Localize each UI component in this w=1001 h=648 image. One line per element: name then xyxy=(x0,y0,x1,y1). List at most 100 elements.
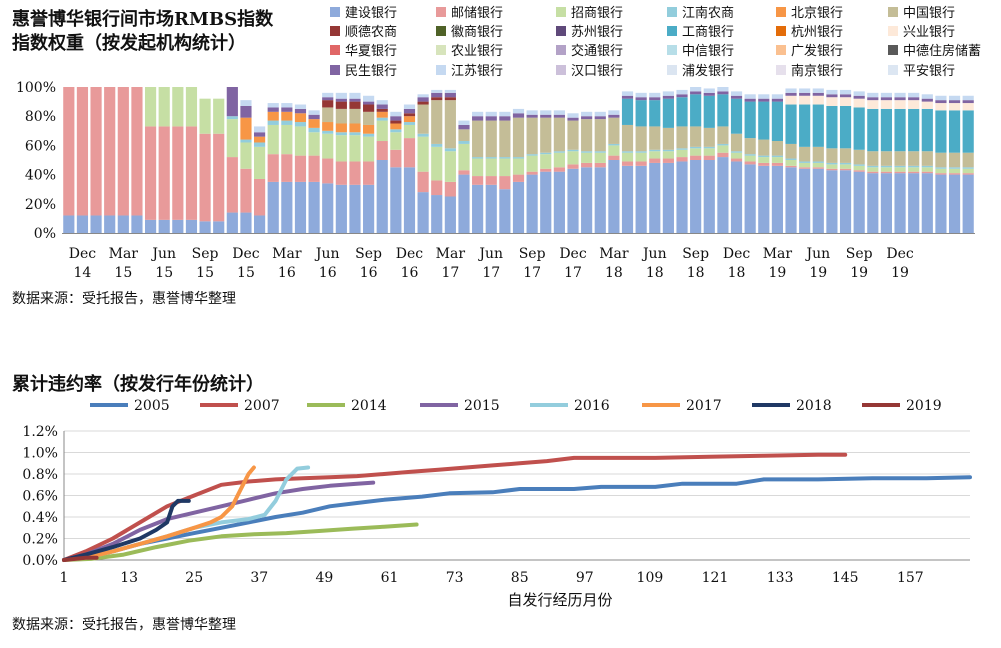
chart1-bar-stack xyxy=(771,94,783,233)
chart1-bar-stack xyxy=(744,94,756,233)
chart1-bar-segment xyxy=(485,111,497,117)
chart1-bar-segment xyxy=(649,151,661,159)
chart1-bar-segment xyxy=(635,165,647,233)
chart1-bar-segment xyxy=(921,165,933,168)
chart1-bar-segment xyxy=(812,162,824,168)
chart1-bar-segment xyxy=(826,105,838,149)
chart1-bar-segment xyxy=(199,221,211,233)
chart1-bar-segment xyxy=(690,87,702,92)
chart1-legend-label: 兴业银行 xyxy=(903,25,955,40)
chart1-bar-segment xyxy=(812,92,824,96)
chart1-bar-segment xyxy=(172,87,184,127)
chart1-bar-segment xyxy=(962,174,974,233)
chart1-bar-segment xyxy=(376,141,388,160)
chart1-legend-swatch xyxy=(556,45,566,55)
chart1-x-tick-month: Jun xyxy=(150,246,176,262)
chart1-bar-segment xyxy=(499,120,511,158)
chart1-bar-segment xyxy=(908,97,920,101)
chart1-bar-segment xyxy=(921,173,933,233)
chart2-x-tick: 37 xyxy=(250,570,268,586)
chart1-bar-stack xyxy=(199,98,211,233)
chart1-bar-segment xyxy=(349,108,361,124)
chart1-x-tick-month: Mar xyxy=(436,246,466,262)
chart2-source: 数据来源：受托报告，惠誉博华整理 xyxy=(12,617,236,633)
chart1-bar-segment xyxy=(240,100,252,106)
chart1-bar-segment xyxy=(526,174,538,233)
chart1-bar-stack xyxy=(921,94,933,233)
chart1-bar-segment xyxy=(812,95,824,105)
chart2-series-line-2007 xyxy=(62,452,848,562)
chart1-bar-segment xyxy=(730,91,743,96)
chart1-bar-segment xyxy=(771,141,783,156)
chart1-x-tick-month: Mar xyxy=(272,246,302,262)
chart1-bar-segment xyxy=(771,94,783,99)
chart1-bar-segment xyxy=(431,92,443,98)
chart1-bar-segment xyxy=(267,124,279,155)
chart1-x-tick-year: 18 xyxy=(646,265,664,281)
chart1-bar-segment xyxy=(662,151,674,159)
chart1-bar-segment xyxy=(935,110,947,153)
chart1-bar-stack xyxy=(948,95,961,233)
chart1-bar-segment xyxy=(335,101,347,109)
chart1-bar-segment xyxy=(308,119,320,128)
chart1-bar-segment xyxy=(867,167,879,172)
chart1-bar-segment xyxy=(608,145,620,156)
chart1-bar-stack xyxy=(867,92,879,233)
chart1-bar-segment xyxy=(185,126,198,220)
chart2-series-line-2005 xyxy=(62,475,972,562)
chart2-legend-label: 2007 xyxy=(244,398,280,414)
chart1-bar-segment xyxy=(363,124,375,134)
chart1-x-tick-year: 15 xyxy=(114,265,132,281)
chart1-bar-segment xyxy=(308,155,320,182)
chart1-bar-segment xyxy=(294,108,307,114)
chart1-bar-segment xyxy=(335,98,347,102)
chart1-bar-segment xyxy=(921,151,933,166)
chart1-bar-stack xyxy=(335,92,347,233)
chart1-bar-segment xyxy=(281,181,293,233)
chart1-bar-stack xyxy=(172,87,184,233)
chart1-bar-segment xyxy=(785,160,797,166)
chart1-bar-segment xyxy=(621,95,634,99)
chart1-bar-stack xyxy=(281,103,293,233)
chart1-bar-segment xyxy=(185,219,198,233)
chart2-legend-label: 2018 xyxy=(796,398,832,414)
chart1-bar-segment xyxy=(948,95,961,101)
chart1-bar-segment xyxy=(213,221,225,233)
chart1-x-tick-year: 17 xyxy=(482,265,500,281)
chart1-bar-segment xyxy=(431,146,443,181)
chart1-bar-segment xyxy=(267,181,279,233)
chart1-bar-segment xyxy=(785,95,797,105)
chart1-bar-segment xyxy=(540,114,552,118)
chart1-bar-segment xyxy=(472,158,484,177)
chart1-bar-segment xyxy=(826,89,838,95)
chart1-bar-segment xyxy=(703,95,715,128)
chart1-bar-segment xyxy=(826,162,838,165)
chart1-bar-segment xyxy=(853,107,865,150)
chart1-bar-segment xyxy=(390,123,402,130)
chart1-bar-segment xyxy=(335,132,347,136)
chart1-bar-segment xyxy=(880,173,893,233)
chart1-bar-segment xyxy=(567,168,579,233)
chart1-bar-stack xyxy=(431,89,443,233)
chart1-bar-segment xyxy=(608,117,620,144)
chart1-bar-segment xyxy=(649,97,661,101)
chart2-y-tick: 0.2% xyxy=(22,532,58,548)
chart1-bar-segment xyxy=(717,143,729,146)
chart1-bar-segment xyxy=(376,117,388,121)
chart1-bar-stack xyxy=(76,87,89,233)
chart2-legend-item: 2019 xyxy=(862,398,942,414)
chart1-bar-segment xyxy=(799,168,811,233)
chart1-bar-segment xyxy=(485,176,497,185)
chart1-x-tick-month: Mar xyxy=(599,246,629,262)
chart1-bar-segment xyxy=(935,168,947,174)
chart1-legend-swatch xyxy=(776,26,786,36)
chart1-bar-segment xyxy=(867,97,879,101)
chart1-bar-stack xyxy=(894,92,906,233)
chart2-svg: 2005 2007 2014 2015 2016 2017 2018 2019 0.0% 0.2%… xyxy=(22,398,972,609)
chart1-bar-segment xyxy=(512,113,525,118)
chart1-legend-item: 汉口银行 xyxy=(556,64,623,79)
chart1-legend-swatch xyxy=(776,65,786,75)
chart1-bar-stack xyxy=(158,87,170,233)
chart1-bar-segment xyxy=(458,120,470,125)
